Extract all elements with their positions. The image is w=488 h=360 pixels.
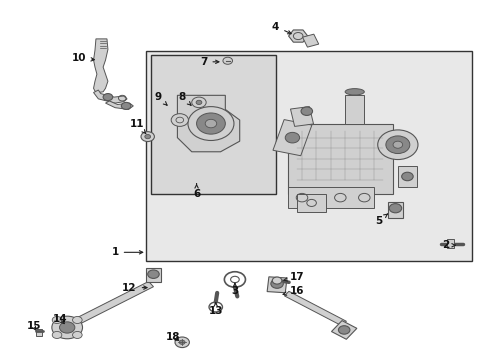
Bar [287, 123, 392, 194]
Text: 5: 5 [374, 214, 387, 226]
Circle shape [187, 107, 233, 140]
Circle shape [196, 100, 202, 104]
Bar [331, 321, 356, 339]
Circle shape [385, 136, 409, 153]
Circle shape [121, 102, 131, 109]
Text: 4: 4 [271, 22, 290, 34]
Circle shape [272, 277, 281, 284]
Circle shape [401, 172, 412, 181]
Circle shape [223, 57, 232, 64]
Text: 13: 13 [208, 302, 223, 315]
Circle shape [301, 107, 312, 116]
Circle shape [52, 332, 61, 338]
Text: 18: 18 [165, 332, 180, 342]
Bar [272, 120, 311, 156]
Polygon shape [93, 90, 127, 103]
Text: 12: 12 [122, 283, 147, 293]
Circle shape [285, 132, 299, 143]
Circle shape [175, 337, 189, 348]
Text: 16: 16 [283, 286, 304, 296]
Bar [284, 291, 346, 326]
Polygon shape [105, 101, 133, 109]
Bar [387, 202, 402, 218]
Circle shape [72, 332, 82, 338]
Text: 10: 10 [72, 53, 94, 63]
Text: 8: 8 [178, 92, 191, 105]
Circle shape [171, 114, 188, 126]
Text: 7: 7 [200, 57, 219, 67]
Circle shape [52, 316, 82, 339]
Bar [59, 319, 80, 336]
Bar [72, 282, 153, 325]
Circle shape [270, 279, 283, 288]
Polygon shape [288, 30, 307, 42]
Bar [290, 107, 313, 126]
Bar [397, 166, 416, 187]
Circle shape [392, 141, 402, 148]
Polygon shape [297, 194, 325, 212]
Circle shape [141, 132, 154, 141]
Text: 1: 1 [111, 247, 142, 257]
Text: 14: 14 [53, 314, 67, 324]
FancyBboxPatch shape [146, 51, 471, 261]
Bar [446, 239, 453, 248]
Text: 11: 11 [129, 118, 145, 134]
Circle shape [179, 340, 184, 345]
Bar [287, 187, 373, 208]
Bar [145, 268, 161, 282]
Polygon shape [177, 95, 239, 152]
Circle shape [52, 316, 61, 324]
Bar [302, 34, 318, 47]
Text: 6: 6 [193, 184, 200, 199]
Ellipse shape [345, 89, 364, 95]
Circle shape [205, 119, 216, 128]
Circle shape [144, 135, 150, 139]
Circle shape [60, 322, 75, 333]
Circle shape [191, 97, 206, 108]
Circle shape [377, 130, 417, 159]
Circle shape [338, 326, 349, 334]
Text: 15: 15 [26, 321, 41, 332]
Text: 3: 3 [231, 283, 238, 296]
Circle shape [147, 270, 159, 278]
Polygon shape [93, 39, 108, 93]
Circle shape [72, 316, 82, 324]
Bar [345, 95, 364, 123]
Circle shape [196, 113, 225, 134]
FancyBboxPatch shape [151, 55, 275, 194]
Circle shape [388, 204, 401, 213]
Bar [266, 277, 286, 293]
Text: 17: 17 [284, 272, 304, 282]
Text: 9: 9 [154, 92, 167, 105]
Circle shape [103, 94, 112, 101]
Text: 2: 2 [441, 240, 454, 250]
Bar [36, 329, 41, 336]
